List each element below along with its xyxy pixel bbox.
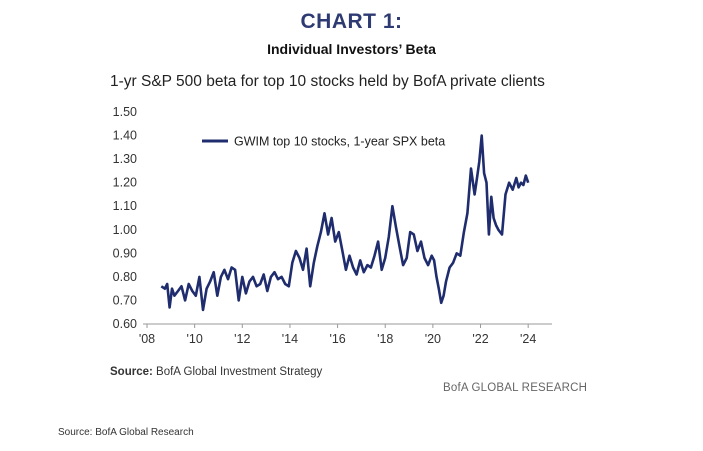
x-tick-label: '20 bbox=[425, 332, 441, 346]
x-tick-label: '12 bbox=[234, 332, 250, 346]
chart-title: 1-yr S&P 500 beta for top 10 stocks held… bbox=[110, 73, 545, 90]
y-tick-label: 0.90 bbox=[113, 246, 137, 260]
page-title: CHART 1: bbox=[300, 10, 403, 33]
y-tick-label: 1.00 bbox=[113, 223, 137, 237]
y-tick-label: 1.40 bbox=[113, 129, 137, 143]
footer-source: Source: BofA Global Research bbox=[58, 427, 194, 438]
series-line bbox=[160, 134, 530, 312]
chart-legend: GWIM top 10 stocks, 1-year SPX beta bbox=[202, 135, 445, 149]
x-tick-label: '16 bbox=[329, 332, 345, 346]
x-tick-label: '24 bbox=[520, 332, 536, 346]
y-tick-label: 0.70 bbox=[113, 293, 137, 307]
y-axis-ticks: 0.60 0.70 0.80 0.90 1.00 1.10 1.20 1.30 1.40 1.50 bbox=[113, 105, 137, 331]
x-axis-ticks: '08 '10 '12 '14 '16 '18 '20 '22 '24 bbox=[139, 324, 536, 346]
legend-label: GWIM top 10 stocks, 1-year SPX beta bbox=[234, 135, 445, 149]
source-text: BofA Global Investment Strategy bbox=[156, 366, 323, 378]
chart-series bbox=[160, 134, 530, 312]
brand-label: BofA GLOBAL RESEARCH bbox=[443, 382, 588, 394]
y-tick-label: 0.60 bbox=[113, 317, 137, 331]
y-tick-label: 1.50 bbox=[113, 105, 137, 119]
chart-source: Source: BofA Global Investment Strategy bbox=[110, 366, 322, 378]
y-tick-label: 1.30 bbox=[113, 152, 137, 166]
page-subtitle: Individual Investors’ Beta bbox=[267, 41, 436, 57]
y-tick-label: 1.20 bbox=[113, 176, 137, 190]
x-tick-label: '10 bbox=[186, 332, 202, 346]
x-tick-label: '14 bbox=[282, 332, 298, 346]
x-tick-label: '08 bbox=[139, 332, 155, 346]
y-tick-label: 0.80 bbox=[113, 270, 137, 284]
x-tick-label: '18 bbox=[377, 332, 393, 346]
x-tick-label: '22 bbox=[472, 332, 488, 346]
source-label: Source: bbox=[110, 366, 153, 378]
y-tick-label: 1.10 bbox=[113, 199, 137, 213]
